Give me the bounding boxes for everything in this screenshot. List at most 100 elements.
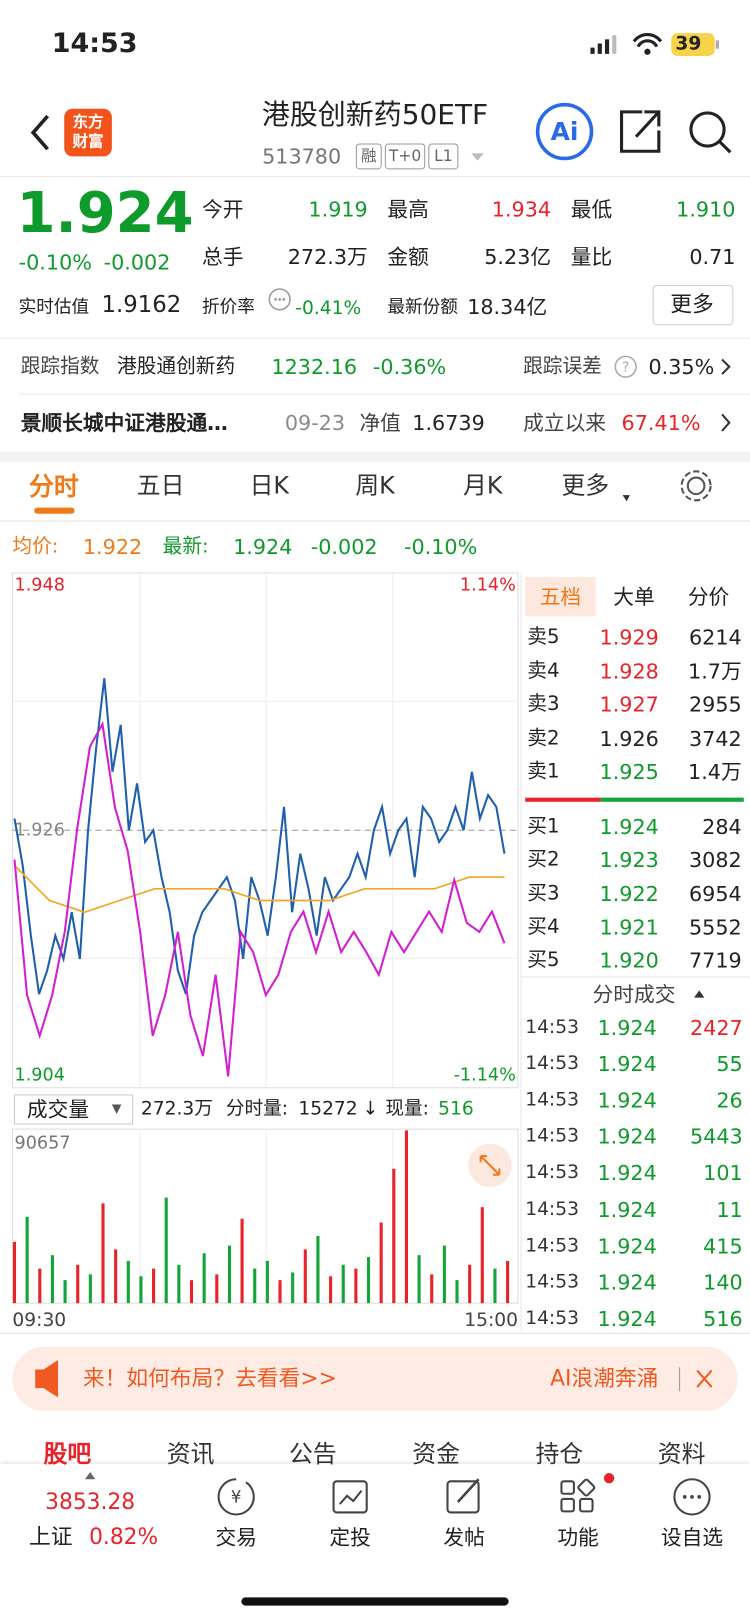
book-volume: 5552: [688, 914, 742, 940]
stock-title: 港股创新药50ETF: [261, 98, 489, 132]
book-tab[interactable]: 分价: [687, 584, 730, 610]
nav-item[interactable]: 发帖: [443, 1524, 485, 1550]
stat-label: 总手: [202, 244, 244, 270]
book-label: 卖4: [527, 658, 560, 682]
time-label: 15:00: [464, 1309, 518, 1332]
y2-tick-label: -1.14%: [454, 1065, 516, 1085]
stat-value: 0.71: [689, 244, 736, 270]
banner-icons: [35, 1360, 713, 1398]
book-volume: 284: [702, 814, 742, 840]
svg-text:?: ?: [622, 361, 629, 376]
discount-label: 折价率: [202, 296, 255, 318]
tab[interactable]: 周K: [355, 472, 395, 500]
volume-bar: [12, 1241, 17, 1304]
volume-bar: [76, 1264, 80, 1304]
battery-level: 39: [675, 33, 702, 55]
tab[interactable]: 分时: [29, 472, 79, 502]
book-label: 卖2: [527, 726, 560, 749]
volume-bar: [392, 1168, 396, 1304]
sub-tab[interactable]: 股吧: [43, 1441, 92, 1469]
price-line: [13, 720, 506, 1077]
book-volume: 3082: [688, 847, 742, 873]
ai-button[interactable]: Ai: [550, 117, 579, 147]
nav-item[interactable]: 设自选: [660, 1524, 724, 1550]
banner-text[interactable]: 来！如何布局？去看看>>: [82, 1365, 337, 1391]
intraday-chart: 1.904 1.926 1.948 -1.14% 1.14% 90657: [0, 572, 750, 1334]
book-price: 1.928: [599, 658, 659, 684]
index-change[interactable]: 0.82%: [89, 1524, 159, 1550]
sub-tab[interactable]: 资金: [412, 1441, 460, 1469]
period-volume: 15272: [298, 1098, 358, 1120]
tracking-index: 港股通创新药: [117, 354, 236, 378]
avg-label: 均价:: [12, 535, 59, 558]
trade-volume: 11: [716, 1196, 743, 1222]
tab[interactable]: 五日: [136, 472, 185, 500]
stat-label: 今开: [202, 196, 244, 222]
book-tab[interactable]: 大单: [613, 584, 655, 610]
tracking-label: 跟踪指数: [20, 354, 100, 378]
period-label: 分时量:: [225, 1098, 289, 1120]
volume-bar: [493, 1268, 497, 1304]
nav-item[interactable]: 交易: [215, 1524, 257, 1550]
book-volume: 6954: [688, 881, 742, 906]
trade-volume: 26: [716, 1087, 743, 1113]
sub-tab[interactable]: 资料: [657, 1441, 706, 1469]
volume-bar: [316, 1235, 320, 1304]
trade-price: 1.924: [597, 1124, 657, 1150]
volume-bar: [189, 1280, 194, 1304]
since-return: 67.41%: [621, 410, 701, 436]
tracking-value: 1232.16: [271, 354, 358, 380]
volume-bar: [506, 1260, 510, 1304]
trade-price: 1.924: [597, 1087, 657, 1113]
banner[interactable]: [12, 1346, 738, 1411]
trade-price: 1.924: [597, 1269, 657, 1295]
book-price: 1.925: [599, 759, 659, 785]
volume-tick-label: 90657: [15, 1134, 71, 1154]
banner-right[interactable]: AI浪潮奔涌: [550, 1365, 659, 1391]
trades-title: 分时成交: [592, 982, 676, 1007]
index-value[interactable]: 3853.28: [45, 1489, 136, 1514]
trade-time: 14:53: [525, 1234, 579, 1257]
time-label: 09:30: [12, 1309, 67, 1332]
volume-bar: [63, 1280, 67, 1304]
change-pct: -0.10%: [18, 249, 92, 275]
period-arrow: ↓: [362, 1098, 379, 1120]
tab[interactable]: 月K: [462, 472, 503, 500]
nav: 1.6739: [412, 410, 485, 436]
volume-bar: [354, 1268, 358, 1304]
book-volume: 7719: [688, 948, 742, 973]
current-label: 现量:: [385, 1098, 429, 1120]
nav-item[interactable]: 定投: [329, 1524, 371, 1550]
divider: [0, 337, 750, 339]
stat-label: 最高: [387, 196, 429, 222]
index-name[interactable]: 上证: [29, 1524, 73, 1550]
sub-tab[interactable]: 持仓: [535, 1441, 584, 1469]
volume-bar: [442, 1245, 446, 1304]
trade-volume: 5443: [690, 1124, 743, 1150]
section-gap: [0, 451, 750, 463]
nav-item[interactable]: 功能: [557, 1524, 599, 1550]
dropdown-caret[interactable]: ▼: [111, 1101, 122, 1116]
latest-label: 最新:: [162, 535, 209, 558]
volume-selector[interactable]: 成交量: [26, 1097, 90, 1122]
book-tab[interactable]: 五档: [539, 584, 582, 610]
trade-time: 14:53: [525, 1198, 579, 1220]
tracking-change: -0.36%: [372, 354, 447, 380]
trade-time: 14:53: [525, 1088, 579, 1111]
book-price: 1.924: [599, 814, 659, 840]
header-icons: [30, 102, 732, 170]
trade-volume: 516: [703, 1306, 743, 1331]
volume-bar: [215, 1274, 219, 1304]
volume-bar: [303, 1249, 307, 1304]
trade-price: 1.924: [597, 1160, 657, 1186]
logo-line: 财富: [72, 132, 104, 151]
nav-label: 净值: [359, 410, 401, 436]
tab[interactable]: 更多: [561, 472, 610, 500]
volume-bar: [329, 1276, 333, 1304]
trade-time: 14:53: [525, 1052, 579, 1075]
more-button[interactable]: [652, 284, 734, 326]
sub-tab[interactable]: 公告: [289, 1441, 337, 1469]
sub-tab[interactable]: 资讯: [166, 1441, 215, 1469]
tab[interactable]: 日K: [249, 472, 290, 500]
more-button-label[interactable]: 更多: [670, 291, 714, 317]
